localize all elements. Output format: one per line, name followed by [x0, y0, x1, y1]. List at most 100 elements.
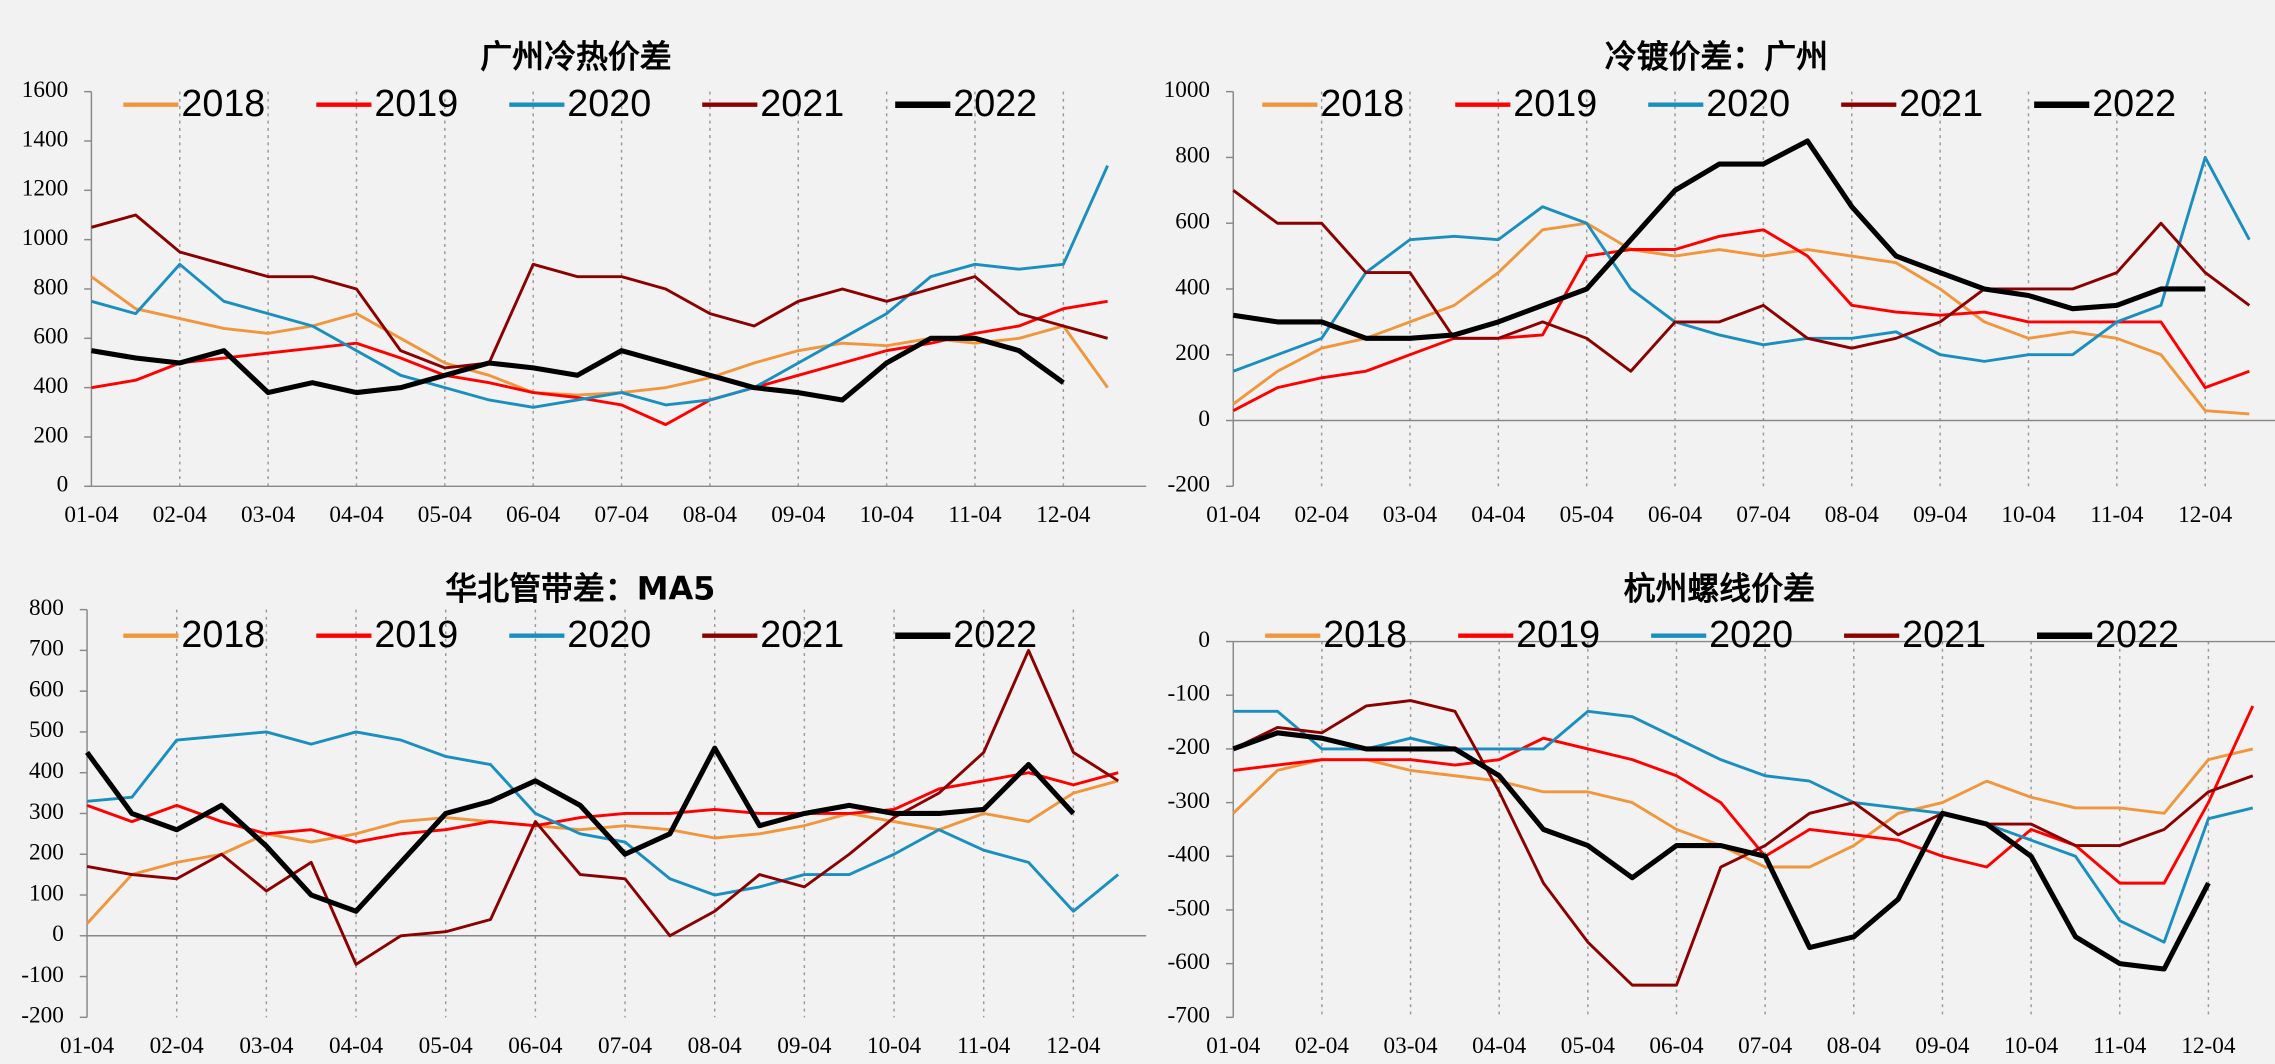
y-tick-label: -400: [1167, 842, 1210, 868]
y-tick-label: 600: [33, 324, 68, 350]
x-tick-label: 04-04: [329, 1033, 384, 1059]
legend-label: 2018: [1320, 82, 1404, 124]
legend-label: 2020: [1709, 613, 1793, 655]
y-tick-label: -200: [1167, 472, 1210, 498]
legend-label: 2020: [1706, 82, 1790, 124]
x-tick-label: 08-04: [688, 1033, 743, 1059]
y-tick-label: 700: [29, 636, 64, 662]
x-tick-label: 01-04: [1206, 1033, 1261, 1059]
y-tick-label: 100: [29, 880, 64, 906]
x-tick-label: 06-04: [508, 1033, 563, 1059]
series-line: [86, 730, 1120, 913]
x-tick-label: 12-04: [2181, 1033, 2236, 1059]
series-line: [1232, 189, 2251, 373]
x-tick-label: 10-04: [867, 1033, 922, 1059]
series-line: [1232, 221, 2250, 416]
legend-label: 2019: [374, 82, 458, 124]
x-tick-label: 12-04: [2178, 502, 2233, 528]
x-tick-label: 07-04: [1736, 502, 1791, 528]
series-line: [1233, 709, 2254, 944]
legend-label: 2020: [567, 613, 651, 655]
chart-title: 华北管带差：MA5: [445, 570, 715, 608]
x-tick-label: 05-04: [419, 1033, 474, 1059]
x-tick-label: 06-04: [506, 502, 561, 528]
x-tick-label: 11-04: [2093, 1033, 2147, 1059]
chart: 01-04 02-04 03-04 04-04 05-04 06-04 07-04 08-04…: [1164, 37, 2275, 528]
legend-label: 2018: [181, 613, 265, 655]
x-tick-label: 09-04: [1915, 1033, 1970, 1059]
chart-title: 杭州螺线价差: [1624, 570, 1815, 608]
series-line: [1232, 138, 2206, 341]
y-tick-label: 500: [29, 717, 64, 743]
y-tick-label: -200: [1167, 734, 1210, 760]
y-tick-label: 1600: [22, 77, 68, 103]
y-tick-label: 300: [29, 799, 64, 825]
legend-label: 2021: [760, 82, 844, 124]
x-tick-label: 02-04: [1295, 502, 1350, 528]
legend-label: 2021: [760, 613, 844, 655]
x-tick-label: 11-04: [948, 502, 1002, 528]
x-tick-label: 10-04: [2004, 1033, 2059, 1059]
y-tick-label: 0: [57, 472, 69, 498]
series-line: [1232, 228, 2250, 412]
series-line: [1232, 730, 2211, 972]
y-tick-label: -300: [1167, 788, 1210, 814]
y-tick-label: 1000: [1164, 77, 1210, 103]
x-tick-label: 02-04: [150, 1033, 205, 1059]
x-tick-label: 03-04: [239, 1033, 294, 1059]
legend-label: 2020: [567, 82, 651, 124]
chart: 01-04 02-04 03-04 04-04 05-04 06-04 07-04 08-04…: [22, 37, 1147, 528]
series-line: [1232, 699, 2254, 987]
x-tick-label: 06-04: [1648, 502, 1703, 528]
x-tick-label: 03-04: [241, 502, 296, 528]
y-tick-label: -100: [21, 962, 64, 988]
y-tick-label: 1200: [22, 176, 68, 202]
x-tick-label: 02-04: [153, 502, 208, 528]
x-tick-label: 07-04: [594, 502, 649, 528]
legend-label: 2018: [181, 82, 265, 124]
x-tick-label: 03-04: [1383, 1033, 1438, 1059]
x-tick-label: 10-04: [860, 502, 915, 528]
x-tick-label: 09-04: [771, 502, 826, 528]
x-tick-label: 02-04: [1295, 1033, 1350, 1059]
x-tick-label: 12-04: [1046, 1033, 1101, 1059]
y-tick-label: 400: [1175, 274, 1210, 300]
y-tick-label: -600: [1167, 949, 1210, 975]
x-tick-label: 11-04: [957, 1033, 1011, 1059]
y-tick-label: -200: [21, 1003, 64, 1029]
x-tick-label: 04-04: [1471, 502, 1526, 528]
y-tick-label: 0: [52, 921, 64, 947]
y-tick-label: 800: [1175, 143, 1210, 169]
series-line: [91, 165, 1109, 409]
y-tick-label: 800: [29, 595, 64, 621]
x-tick-label: 05-04: [418, 502, 473, 528]
series-line: [91, 213, 1109, 370]
x-tick-label: 03-04: [1383, 502, 1438, 528]
series-line: [91, 299, 1108, 427]
x-tick-label: 04-04: [329, 502, 384, 528]
x-tick-label: 01-04: [1206, 502, 1261, 528]
legend-label: 2019: [374, 613, 458, 655]
y-tick-label: 0: [1198, 627, 1210, 653]
x-tick-label: 08-04: [1827, 1033, 1882, 1059]
legend-label: 2018: [1323, 613, 1407, 655]
x-tick-label: 09-04: [777, 1033, 832, 1059]
series-line: [1233, 705, 2255, 885]
legend-label: 2022: [953, 613, 1037, 655]
x-tick-label: 10-04: [2001, 502, 2056, 528]
x-tick-label: 05-04: [1561, 1033, 1616, 1059]
y-tick-label: 1400: [22, 126, 68, 152]
x-tick-label: 08-04: [1825, 502, 1880, 528]
x-tick-label: 07-04: [598, 1033, 653, 1059]
x-tick-label: 04-04: [1472, 1033, 1527, 1059]
chart: 01-04 02-04 03-04 04-04 05-04 06-04 07-04 08-04…: [21, 570, 1147, 1059]
y-tick-label: 400: [33, 373, 68, 399]
y-tick-label: 200: [29, 840, 64, 866]
x-tick-label: 08-04: [683, 502, 738, 528]
legend-label: 2019: [1513, 82, 1597, 124]
legend-label: 2021: [1899, 82, 1983, 124]
series-line: [86, 648, 1119, 966]
y-tick-label: -100: [1167, 681, 1210, 707]
series-line: [85, 745, 1076, 914]
